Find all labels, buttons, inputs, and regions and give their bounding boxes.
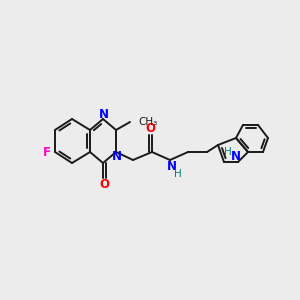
Text: O: O: [99, 178, 109, 190]
Text: O: O: [145, 122, 155, 136]
Text: N: N: [112, 151, 122, 164]
Text: F: F: [43, 146, 51, 158]
Text: N: N: [231, 151, 241, 164]
Text: N: N: [99, 107, 109, 121]
Text: H: H: [224, 147, 232, 157]
Text: CH₃: CH₃: [138, 117, 157, 127]
Text: N: N: [167, 160, 177, 173]
Text: H: H: [174, 169, 182, 179]
